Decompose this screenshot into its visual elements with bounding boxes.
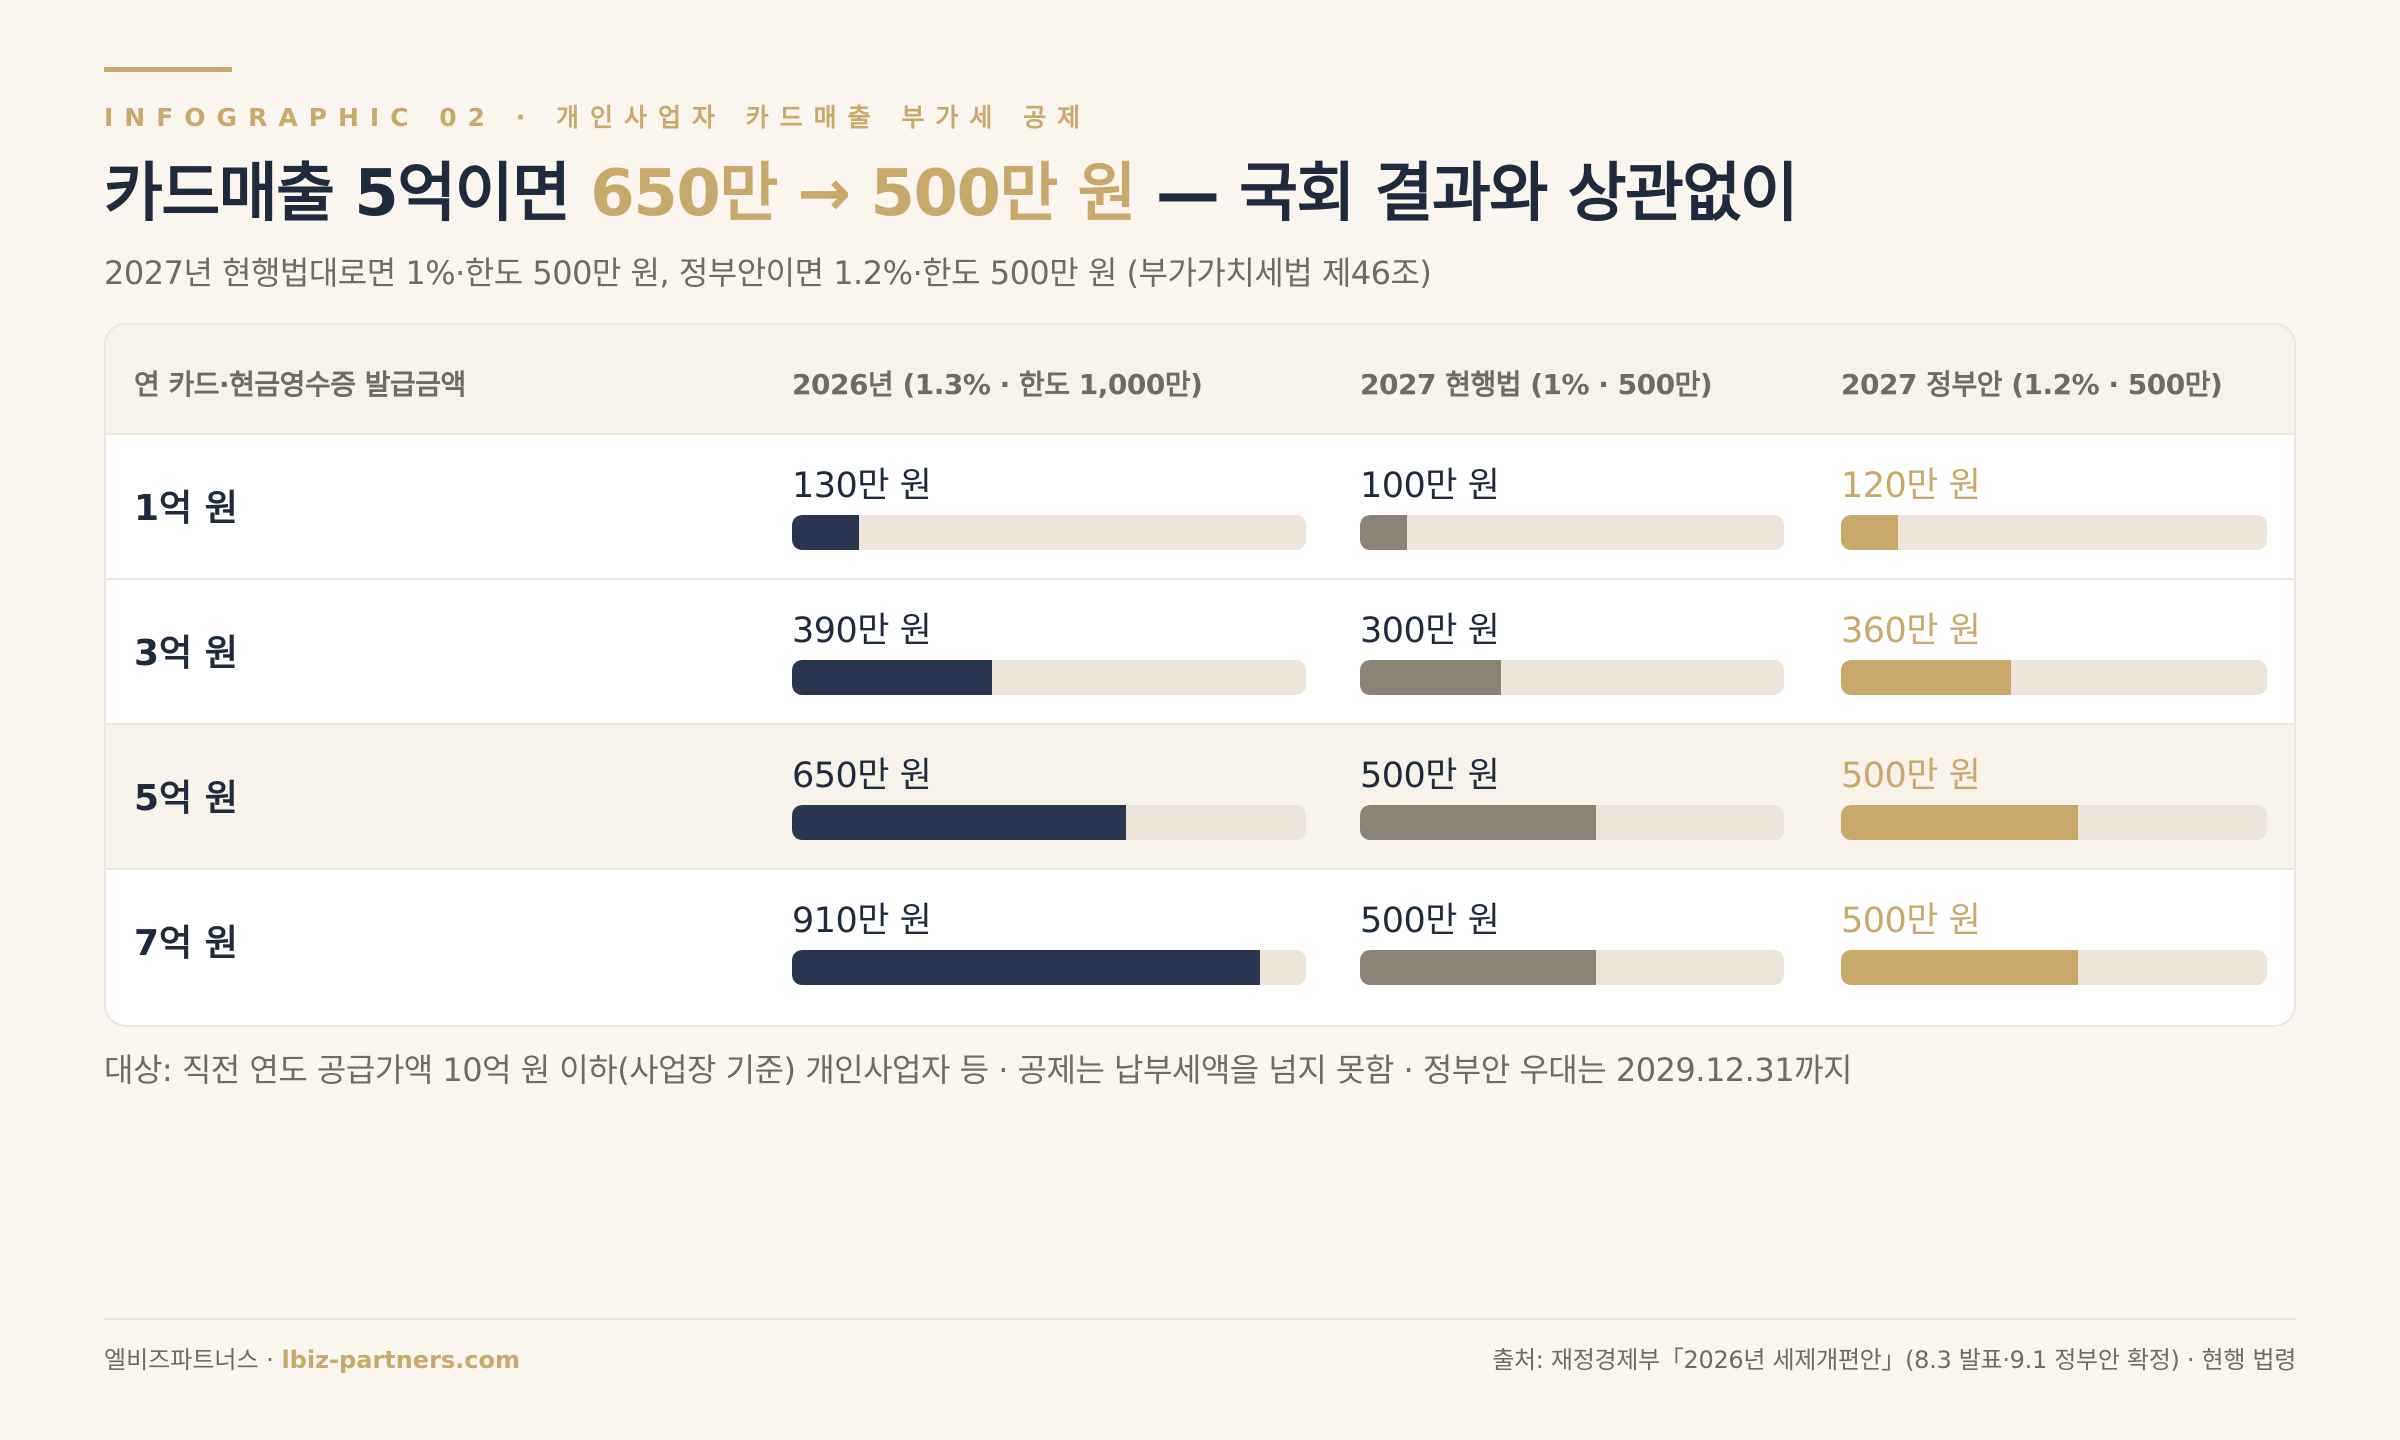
bar-fill (1841, 515, 1898, 550)
cell-2026: 650만 원 (792, 747, 1306, 840)
cell-2027-current: 500만 원 (1360, 747, 1784, 840)
data-label: 360만 원 (1841, 611, 1981, 651)
cell-2026: 130만 원 (792, 457, 1306, 550)
cell-2026: 910만 원 (792, 892, 1306, 985)
column-header-2027-government: 2027 정부안 (1.2% · 500만) (1841, 368, 2223, 401)
data-label: 500만 원 (1841, 756, 1981, 796)
table-row: 7억 원 910만 원 500만 원 500만 원 (106, 870, 2294, 1025)
bar-fill (1360, 660, 1502, 695)
source-citation: 출처: 재정경제부「2026년 세제개편안」(8.3 발표·9.1 정부안 확정… (1492, 1346, 2296, 1374)
bar-track (1360, 515, 1784, 550)
data-label: 130만 원 (792, 466, 932, 506)
bar-fill (1841, 660, 2012, 695)
cell-2027-current: 300만 원 (1360, 602, 1784, 695)
bar-track (1360, 805, 1784, 840)
column-header-2027-current: 2027 현행법 (1% · 500만) (1360, 368, 1713, 401)
row-label: 1억 원 (134, 488, 238, 529)
bar-track (1360, 950, 1784, 985)
footnote: 대상: 직전 연도 공급가액 10억 원 이하(사업장 기준) 개인사업자 등 … (104, 1051, 1852, 1089)
data-label: 390만 원 (792, 611, 932, 651)
data-label: 500만 원 (1360, 756, 1500, 796)
cell-2027-government: 360만 원 (1841, 602, 2267, 695)
table-row: 3억 원 390만 원 300만 원 360만 원 (106, 580, 2294, 725)
bar-track (1841, 950, 2267, 985)
page-title: 카드매출 5억이면 650만 → 500만 원 — 국회 결과와 상관없이 (104, 142, 1799, 234)
bar-fill (1841, 805, 2078, 840)
brand-name: 엘비즈파트너스 · (104, 1346, 282, 1374)
bar-fill (792, 515, 859, 550)
bar-fill (792, 950, 1260, 985)
brand-site-link[interactable]: lbiz-partners.com (281, 1346, 521, 1374)
footer-brand: 엘비즈파트너스 · lbiz-partners.com (104, 1340, 520, 1375)
row-label: 3억 원 (134, 633, 238, 674)
data-label: 650만 원 (792, 756, 932, 796)
bar-fill (1360, 805, 1596, 840)
cell-2027-government: 500만 원 (1841, 747, 2267, 840)
title-part2: — 국회 결과와 상관없이 (1135, 157, 1799, 231)
page-subtitle: 2027년 현행법대로면 1%·한도 500만 원, 정부안이면 1.2%·한도… (104, 254, 1432, 292)
data-label: 500만 원 (1360, 901, 1500, 941)
bar-fill (792, 805, 1127, 840)
cell-2027-government: 500만 원 (1841, 892, 2267, 985)
title-part1: 카드매출 5억이면 (104, 157, 591, 231)
accent-rule (104, 67, 232, 72)
bar-track (792, 515, 1306, 550)
data-label: 300만 원 (1360, 611, 1500, 651)
cell-2027-government: 120만 원 (1841, 457, 2267, 550)
bar-fill (792, 660, 993, 695)
bar-fill (1841, 950, 2078, 985)
footer-divider (104, 1318, 2296, 1320)
column-header-2026: 2026년 (1.3% · 한도 1,000만) (792, 368, 1203, 401)
data-label: 120만 원 (1841, 466, 1981, 506)
cell-2027-current: 100만 원 (1360, 457, 1784, 550)
cell-2026: 390만 원 (792, 602, 1306, 695)
cell-2027-current: 500만 원 (1360, 892, 1784, 985)
table-row: 1억 원 130만 원 100만 원 120만 원 (106, 435, 2294, 580)
data-label: 500만 원 (1841, 901, 1981, 941)
eyebrow-label: INFOGRAPHIC 02 · 개인사업자 카드매출 부가세 공제 (104, 103, 1092, 132)
data-label: 910만 원 (792, 901, 932, 941)
column-header-amount: 연 카드·현금영수증 발급금액 (134, 368, 466, 401)
bar-track (792, 660, 1306, 695)
bar-track (1841, 660, 2267, 695)
row-label: 7억 원 (134, 923, 238, 964)
bar-track (1841, 515, 2267, 550)
comparison-table: 연 카드·현금영수증 발급금액 2026년 (1.3% · 한도 1,000만)… (104, 323, 2296, 1027)
bar-track (1360, 660, 1784, 695)
table-row: 5억 원 650만 원 500만 원 500만 원 (106, 725, 2294, 870)
row-label: 5억 원 (134, 778, 238, 819)
bar-fill (1360, 950, 1596, 985)
bar-track (792, 805, 1306, 840)
data-label: 100만 원 (1360, 466, 1500, 506)
bar-track (792, 950, 1306, 985)
title-highlight: 650만 → 500만 원 (590, 157, 1136, 231)
bar-fill (1360, 515, 1408, 550)
table-header: 연 카드·현금영수증 발급금액 2026년 (1.3% · 한도 1,000만)… (106, 325, 2294, 435)
bar-track (1841, 805, 2267, 840)
